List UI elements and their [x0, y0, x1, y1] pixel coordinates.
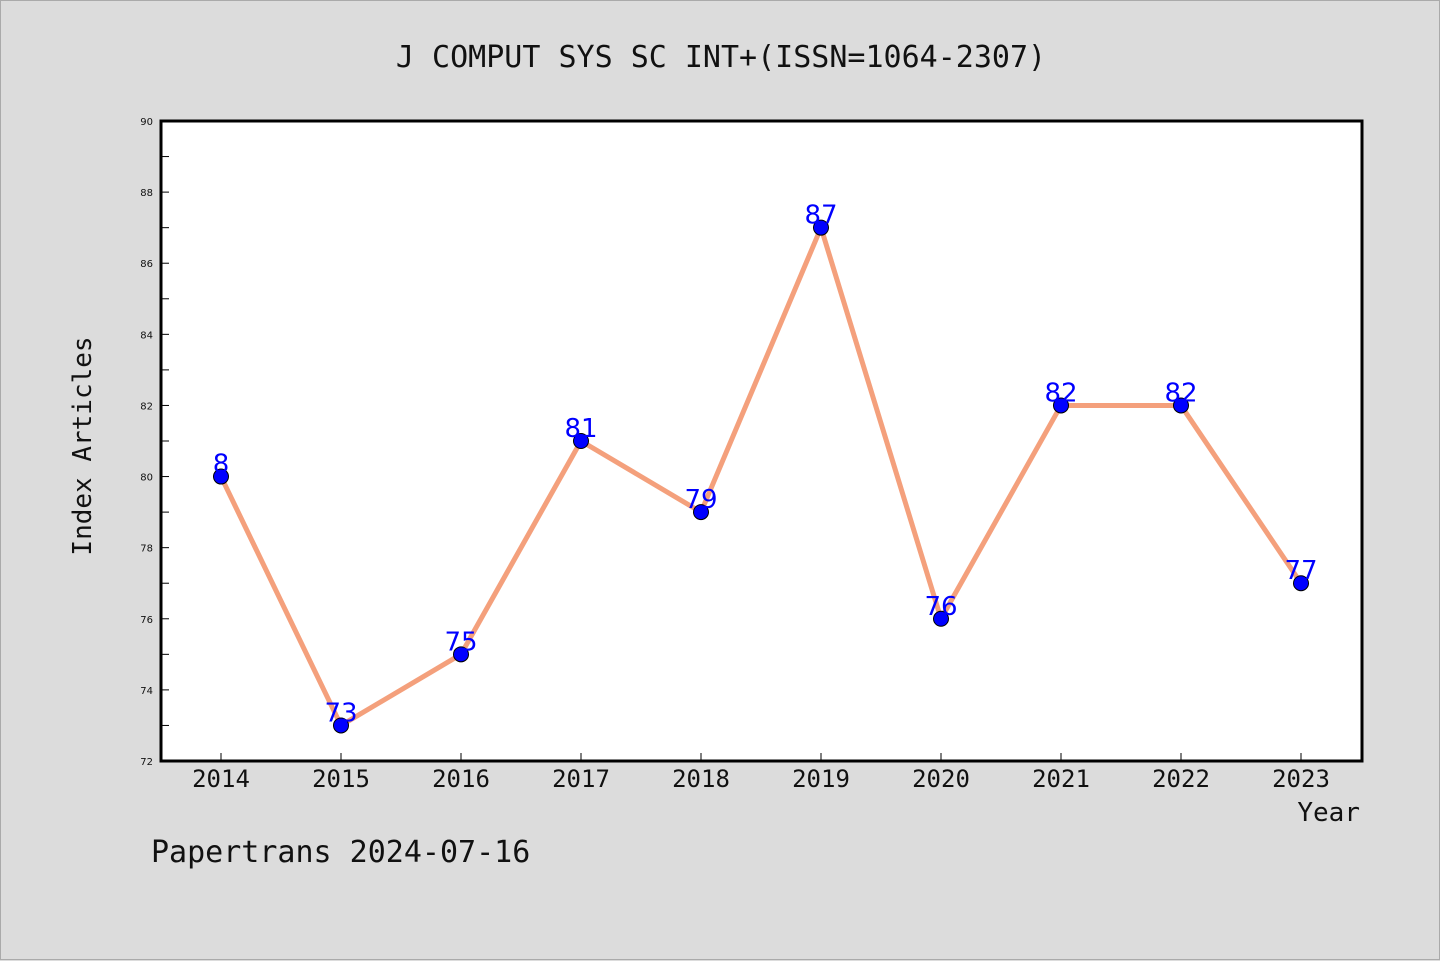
- data-point: [933, 610, 949, 627]
- y-tick-label: 82: [140, 401, 153, 412]
- data-point: [1293, 575, 1309, 592]
- data-label: 81: [564, 414, 597, 444]
- y-axis-label: Index Articles: [68, 336, 98, 555]
- y-tick-label: 90: [140, 117, 153, 128]
- y-tick-label: 76: [140, 615, 153, 626]
- x-tick-label: 2021: [1032, 765, 1090, 793]
- data-label: 76: [924, 592, 957, 622]
- x-tick-label: 2017: [552, 765, 610, 793]
- x-axis-label: Year: [1297, 798, 1360, 828]
- chart-title: J COMPUT SYS SC INT+(ISSN=1064-2307): [396, 40, 1046, 75]
- x-tick-label: 2022: [1152, 765, 1210, 793]
- data-point: [813, 219, 829, 236]
- y-tick-label: 80: [140, 473, 153, 484]
- y-tick-label: 84: [140, 330, 153, 341]
- x-tick-label: 2016: [432, 765, 490, 793]
- x-tick-label: 2018: [672, 765, 730, 793]
- data-label: 87: [804, 201, 837, 231]
- y-tick-label: 88: [140, 188, 153, 199]
- y-tick-label: 72: [140, 757, 153, 768]
- data-label: 82: [1044, 378, 1077, 408]
- data-point: [573, 433, 589, 449]
- x-tick-label: 2014: [192, 765, 250, 793]
- data-label: 79: [684, 485, 717, 515]
- plot-area: [159, 119, 1364, 763]
- x-axis: 2014 2015 2016 2017 2018 2019 2020 2021 2022 2023: [192, 753, 1330, 793]
- y-tick-label: 78: [140, 544, 153, 555]
- x-tick-label: 2023: [1272, 765, 1330, 793]
- data-label: 75: [444, 627, 477, 657]
- x-tick-label: 2019: [792, 765, 850, 793]
- data-point: [693, 504, 709, 521]
- data-point: [213, 468, 229, 485]
- data-label: 77: [1284, 556, 1317, 586]
- footer-credit: Papertrans 2024-07-16: [151, 835, 531, 870]
- x-tick-label: 2015: [312, 765, 370, 793]
- series-line: 8 73 75 81 79 87 76 82 82 77: [213, 201, 1318, 734]
- data-point: [1173, 397, 1189, 414]
- data-point: [333, 717, 349, 734]
- series-path: [218, 225, 1304, 728]
- y-tick-label: 86: [140, 259, 153, 270]
- x-tick-label: 2020: [912, 765, 970, 793]
- data-point: [1053, 397, 1069, 414]
- data-point: [453, 646, 469, 663]
- data-label: 82: [1164, 378, 1197, 408]
- data-label: 8: [213, 450, 230, 480]
- y-axis: 72 74 76 78 80 82 84 86 88 90: [140, 117, 169, 768]
- data-label: 73: [324, 698, 357, 728]
- y-tick-label: 74: [140, 686, 153, 697]
